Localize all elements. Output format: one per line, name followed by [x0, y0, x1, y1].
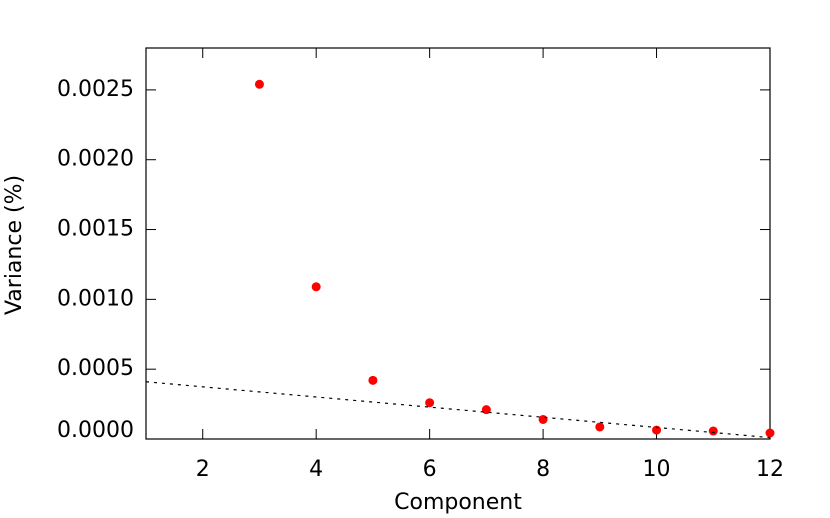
data-point	[311, 282, 321, 292]
data-point	[254, 79, 264, 89]
x-axis-label: Component	[394, 490, 522, 515]
data-point	[708, 426, 718, 436]
x-tick-label: 8	[536, 457, 550, 482]
data-point	[765, 428, 775, 438]
data-point	[595, 422, 605, 432]
x-tick-label: 12	[756, 457, 784, 482]
y-tick-label: 0.0000	[57, 418, 134, 443]
data-point	[481, 405, 491, 415]
plot-frame	[145, 47, 771, 440]
y-tick-label: 0.0025	[57, 77, 134, 102]
y-axis-label: Variance (%)	[2, 175, 27, 315]
y-tick-label: 0.0020	[57, 147, 134, 172]
x-tick-label: 10	[643, 457, 671, 482]
x-tick-label: 2	[196, 457, 210, 482]
fit-line	[145, 381, 771, 439]
data-point	[538, 414, 548, 424]
y-tick-label: 0.0015	[57, 217, 134, 242]
y-tick-label: 0.0010	[57, 286, 134, 311]
x-tick-label: 6	[423, 457, 437, 482]
data-point	[425, 398, 435, 408]
y-tick-label: 0.0005	[57, 356, 134, 381]
data-point	[368, 375, 378, 385]
x-tick-label: 4	[309, 457, 323, 482]
